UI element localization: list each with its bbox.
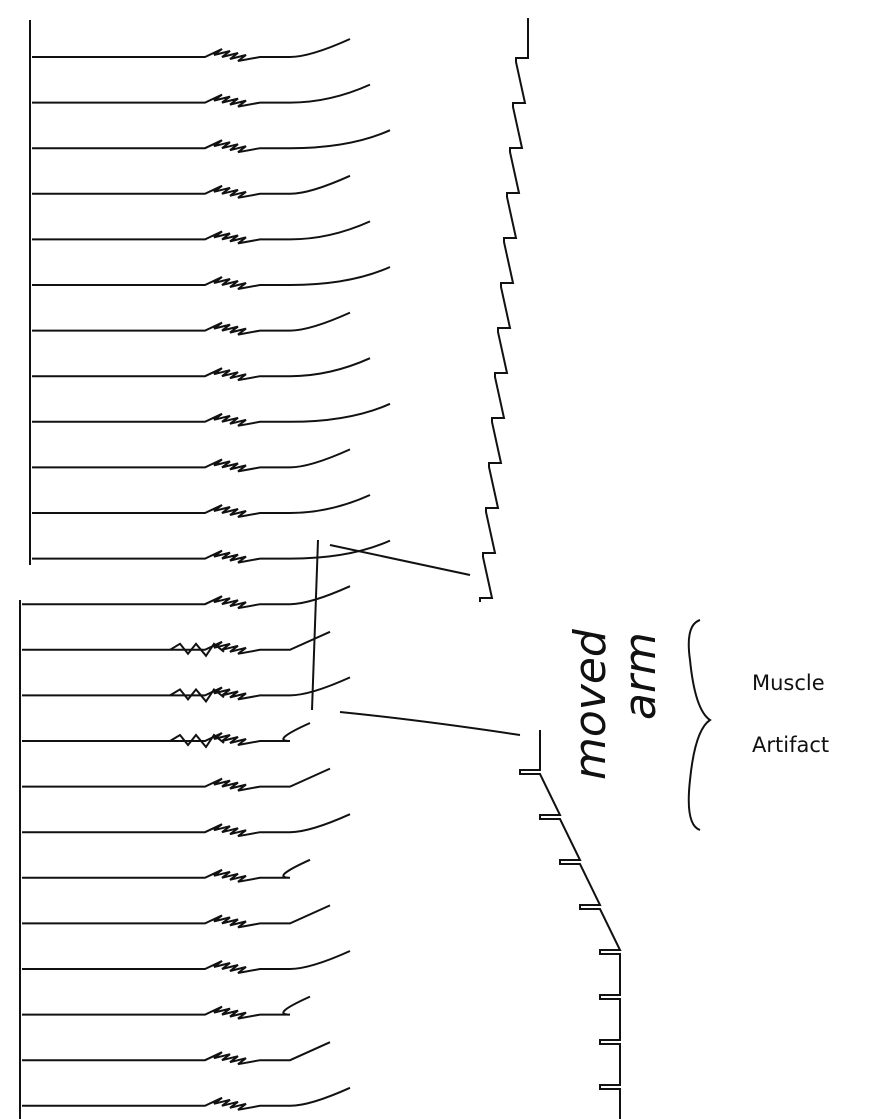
trace — [32, 313, 350, 335]
trace — [32, 176, 350, 198]
trace — [22, 632, 330, 654]
trace — [32, 39, 350, 61]
traces — [22, 18, 620, 1119]
trace — [480, 18, 528, 602]
trace — [22, 1088, 350, 1110]
trace — [22, 905, 330, 927]
marker-line — [312, 540, 318, 710]
trace — [32, 358, 370, 380]
trace — [32, 541, 390, 563]
trace — [32, 130, 390, 152]
brace — [689, 620, 710, 830]
marker-curve — [330, 545, 470, 575]
marker-curve — [340, 712, 520, 735]
trace — [22, 769, 330, 791]
trace — [22, 586, 350, 608]
trace — [22, 814, 350, 836]
handwritten-note: moved — [565, 628, 616, 780]
trace — [22, 723, 310, 745]
trace — [32, 404, 390, 426]
handwritten-note: arm — [615, 632, 666, 720]
trace — [32, 85, 370, 107]
page: moved arm Muscle Artifact — [0, 0, 869, 1119]
trace — [22, 951, 350, 973]
trace — [32, 495, 370, 517]
trace — [32, 449, 350, 471]
trace — [22, 997, 310, 1019]
trace — [32, 221, 370, 243]
trace — [520, 730, 620, 1119]
trace — [32, 267, 390, 289]
annotation-label: Artifact — [752, 733, 829, 757]
trace — [22, 1042, 330, 1064]
annotation-label: Muscle — [752, 671, 825, 695]
trace — [22, 860, 310, 882]
